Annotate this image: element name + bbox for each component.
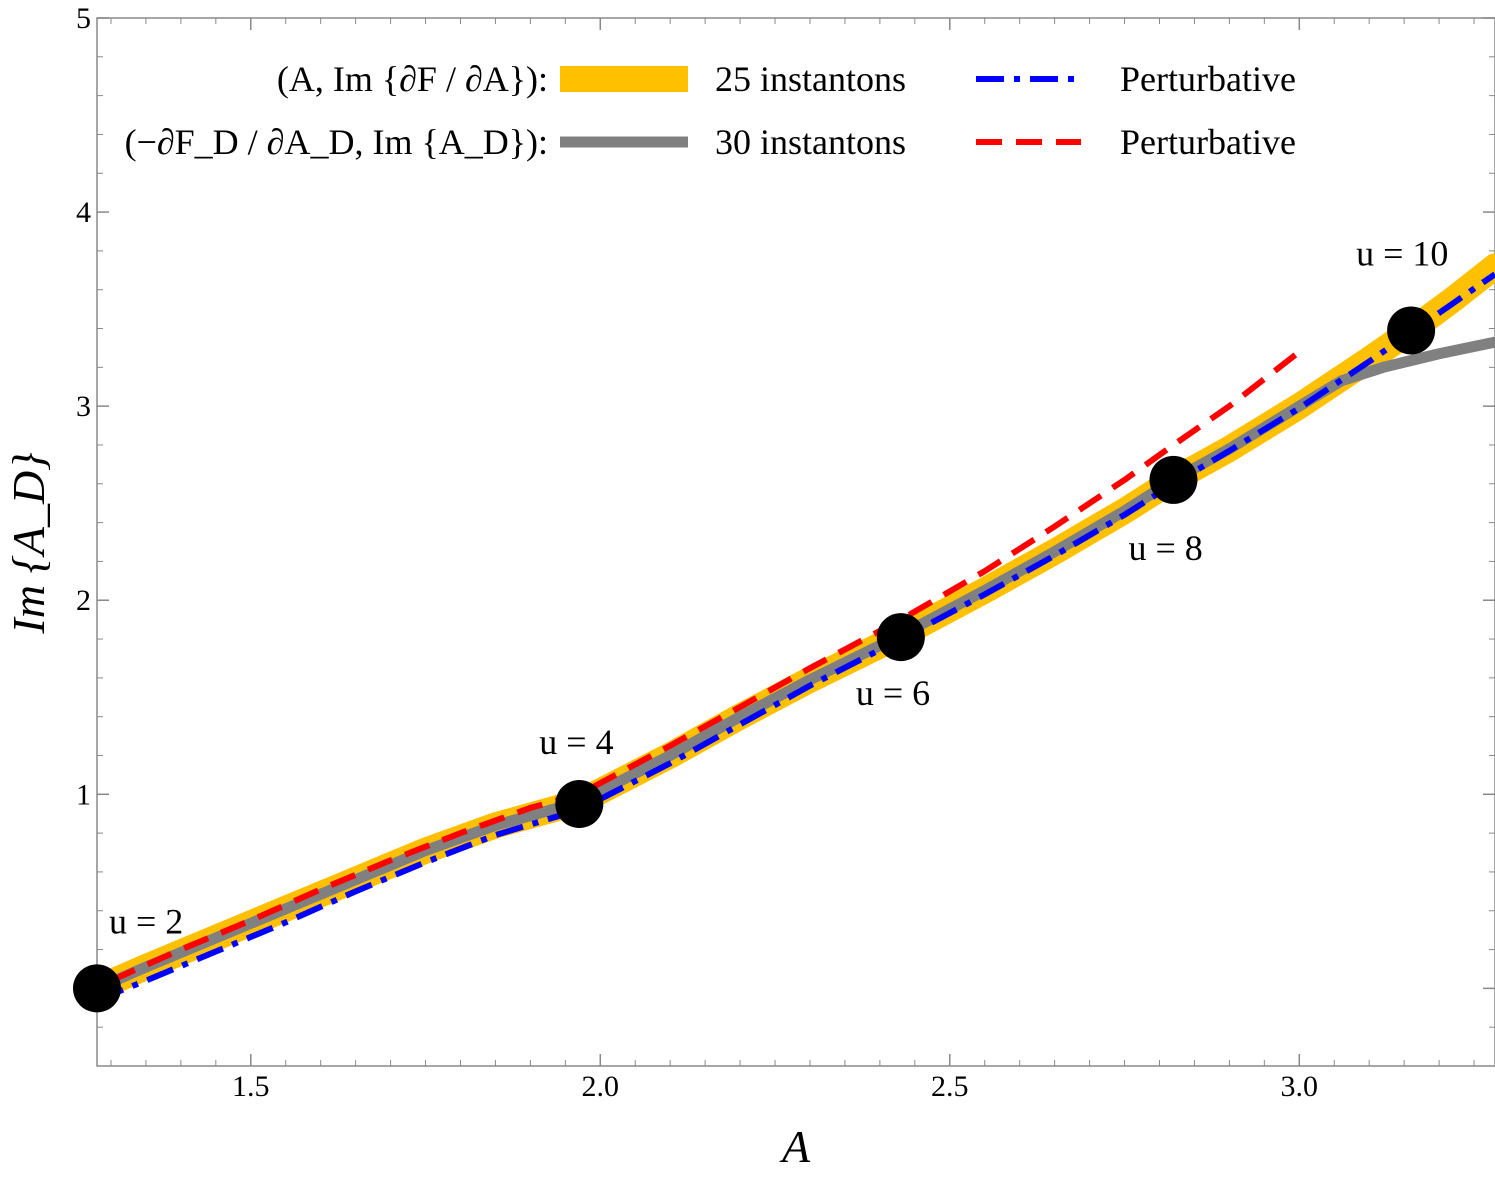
- y-tick-label: 3: [76, 390, 91, 423]
- marker-point: [1149, 455, 1198, 504]
- y-tick-label: 1: [76, 778, 91, 811]
- marker-point: [555, 780, 604, 828]
- plot-frame: [96, 17, 1495, 1067]
- y-tick-label: 2: [76, 584, 91, 617]
- axis-ticks: 1.52.02.53.0012345: [76, 2, 1495, 1103]
- marker-point: [1387, 306, 1436, 355]
- legend-label: (A, Im {∂F / ∂A}):: [277, 59, 548, 99]
- legend-series-label: Perturbative: [1120, 59, 1296, 99]
- point-annotation: u = 8: [1128, 528, 1202, 568]
- legend-series-label: 25 instantons: [715, 59, 906, 99]
- x-axis-title: A: [779, 1121, 811, 1172]
- points-layer: u = 2 u = 4 u = 6 u = 8 u = 10: [73, 233, 1448, 1013]
- point-annotation: u = 2: [109, 901, 183, 941]
- series-layer: [97, 253, 1495, 1003]
- y-tick-label: 4: [76, 196, 91, 229]
- marker-point: [876, 613, 925, 662]
- y-axis-title: Im {A_D}: [3, 452, 54, 634]
- legend-series-label: 30 instantons: [715, 122, 906, 162]
- point-annotation: u = 6: [856, 673, 930, 713]
- marker-point: [73, 964, 121, 1013]
- legend: (A, Im {∂F / ∂A}): 25 instantons Perturbat…: [125, 59, 1296, 162]
- point-annotation: u = 10: [1356, 233, 1448, 273]
- series-line-2: [97, 271, 1495, 1003]
- x-tick-label: 1.5: [232, 1070, 270, 1103]
- y-tick-label: 5: [76, 2, 91, 35]
- legend-series-label: Perturbative: [1120, 122, 1296, 162]
- x-tick-label: 2.0: [582, 1070, 620, 1103]
- x-tick-label: 2.5: [931, 1070, 969, 1103]
- x-tick-label: 3.0: [1281, 1070, 1319, 1103]
- legend-label: (−∂F_D / ∂A_D, Im {A_D}):: [125, 122, 548, 162]
- series-line-3: [109, 349, 1302, 984]
- series-line-0: [97, 253, 1495, 1002]
- point-annotation: u = 4: [539, 722, 613, 762]
